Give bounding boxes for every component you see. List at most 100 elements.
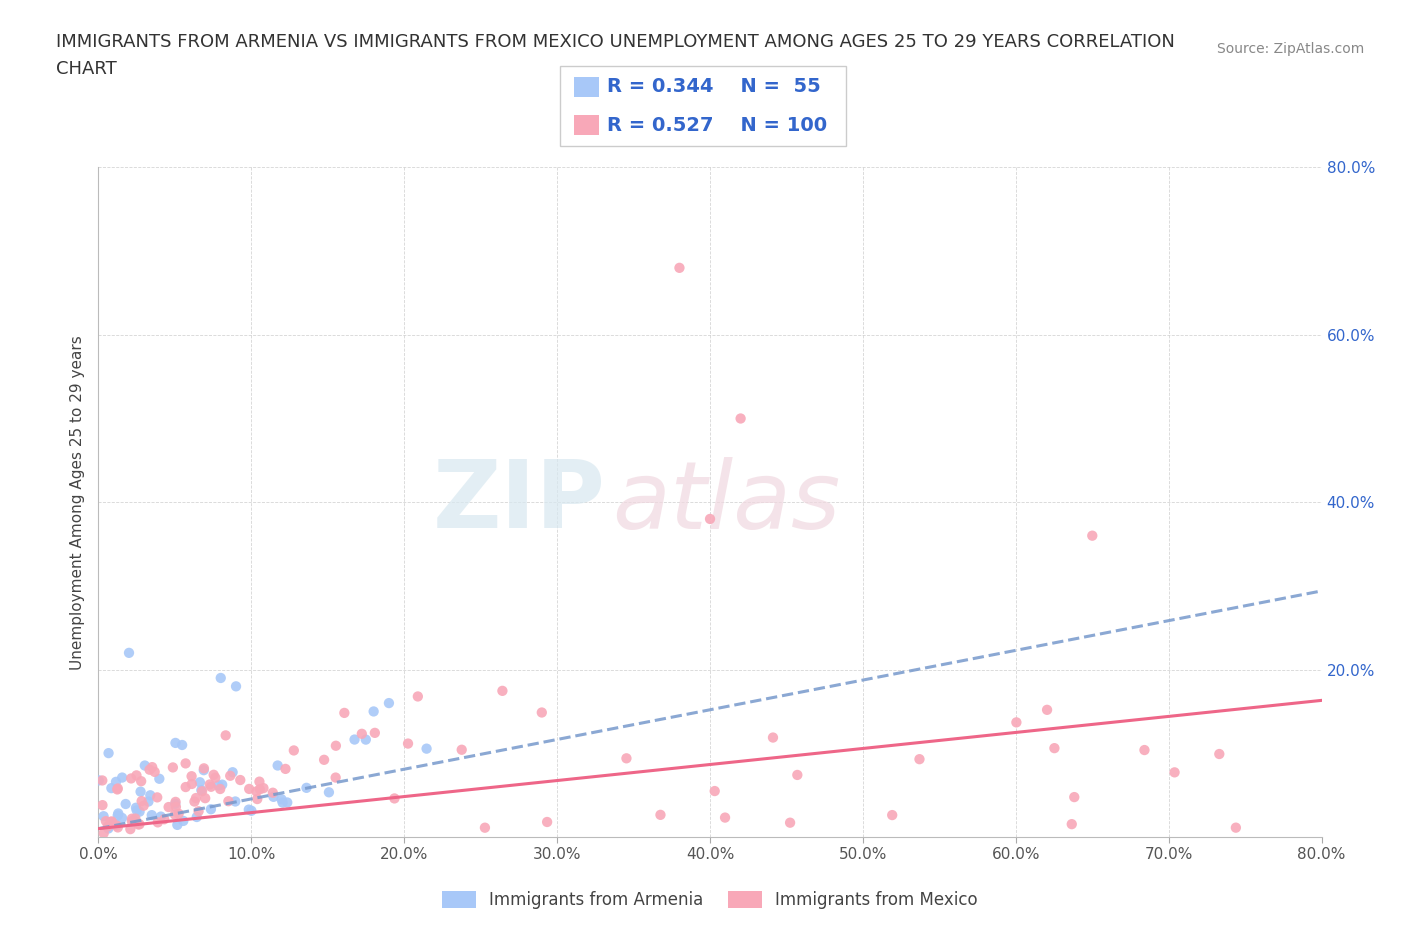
Point — [184, 790, 207, 805]
Y-axis label: Unemployment Among Ages 25 to 29 years: Unemployment Among Ages 25 to 29 years — [70, 335, 86, 670]
Point — [91, 798, 114, 813]
Point — [180, 777, 202, 791]
Point — [174, 756, 197, 771]
Point — [143, 764, 166, 779]
Point — [127, 817, 149, 831]
Point — [384, 791, 406, 806]
Point — [378, 696, 401, 711]
Point — [209, 781, 232, 796]
Point — [163, 807, 186, 822]
Point — [149, 809, 172, 824]
Point — [779, 816, 801, 830]
Point — [786, 767, 808, 782]
Point — [295, 780, 318, 795]
Point — [138, 794, 160, 809]
Point — [1225, 820, 1247, 835]
Text: ZIP: ZIP — [433, 457, 606, 548]
Point — [262, 785, 284, 800]
Point — [125, 803, 148, 817]
Point — [101, 816, 124, 830]
Point — [354, 732, 377, 747]
Point — [238, 803, 260, 817]
Point — [271, 795, 294, 810]
Point — [193, 763, 215, 777]
Point — [172, 814, 194, 829]
Point — [1043, 740, 1066, 755]
Point — [122, 814, 145, 829]
Text: R = 0.527    N = 100: R = 0.527 N = 100 — [607, 115, 828, 135]
Point — [219, 768, 242, 783]
Point — [107, 808, 129, 823]
Text: IMMIGRANTS FROM ARMENIA VS IMMIGRANTS FROM MEXICO UNEMPLOYMENT AMONG AGES 25 TO : IMMIGRANTS FROM ARMENIA VS IMMIGRANTS FR… — [56, 33, 1175, 50]
Point — [100, 814, 122, 829]
Point — [202, 767, 225, 782]
Point — [1036, 702, 1059, 717]
Point — [333, 706, 356, 721]
Point — [162, 760, 184, 775]
Point — [120, 822, 142, 837]
Point — [221, 764, 243, 779]
Point — [94, 814, 117, 829]
Point — [139, 788, 162, 803]
Point — [536, 815, 558, 830]
Point — [252, 780, 274, 795]
Point — [97, 821, 120, 836]
Point — [616, 751, 638, 765]
Point — [146, 790, 169, 804]
Point — [364, 725, 387, 740]
Point — [128, 804, 150, 819]
Point — [128, 817, 150, 831]
Point — [111, 770, 134, 785]
Point — [229, 773, 252, 788]
Point — [246, 791, 269, 806]
Point — [124, 811, 146, 826]
Point — [730, 411, 752, 426]
Point — [491, 684, 513, 698]
Point — [134, 758, 156, 773]
Point — [882, 807, 904, 822]
Point — [91, 773, 114, 788]
Point — [190, 783, 212, 798]
Point — [100, 815, 122, 830]
Point — [93, 826, 115, 841]
Point — [217, 793, 239, 808]
Point — [166, 817, 188, 832]
Point — [415, 741, 437, 756]
Legend: Immigrants from Armenia, Immigrants from Mexico: Immigrants from Armenia, Immigrants from… — [436, 884, 984, 916]
Point — [325, 738, 347, 753]
Point — [1060, 817, 1083, 831]
Point — [87, 773, 110, 788]
Point — [215, 728, 238, 743]
Point — [120, 771, 142, 786]
Point — [107, 806, 129, 821]
Point — [165, 800, 187, 815]
Point — [204, 770, 226, 785]
Point — [131, 793, 153, 808]
Point — [125, 768, 148, 783]
Point — [157, 800, 180, 815]
Point — [207, 778, 229, 793]
Point — [908, 751, 931, 766]
Point — [263, 790, 285, 804]
Point — [209, 671, 232, 685]
Text: atlas: atlas — [612, 457, 841, 548]
Point — [93, 809, 115, 824]
Point — [363, 704, 385, 719]
Point — [200, 779, 222, 794]
Point — [266, 758, 288, 773]
Point — [172, 737, 194, 752]
Point — [105, 782, 128, 797]
Point — [762, 730, 785, 745]
Point — [187, 804, 209, 818]
Point — [148, 771, 170, 786]
Point — [249, 782, 271, 797]
Text: R = 0.344    N =  55: R = 0.344 N = 55 — [607, 77, 821, 97]
Point — [165, 736, 187, 751]
Point — [1063, 790, 1085, 804]
Point — [325, 770, 347, 785]
Point — [191, 784, 214, 799]
Point — [174, 779, 197, 794]
Point — [97, 746, 120, 761]
Point — [118, 645, 141, 660]
Point — [249, 774, 271, 789]
